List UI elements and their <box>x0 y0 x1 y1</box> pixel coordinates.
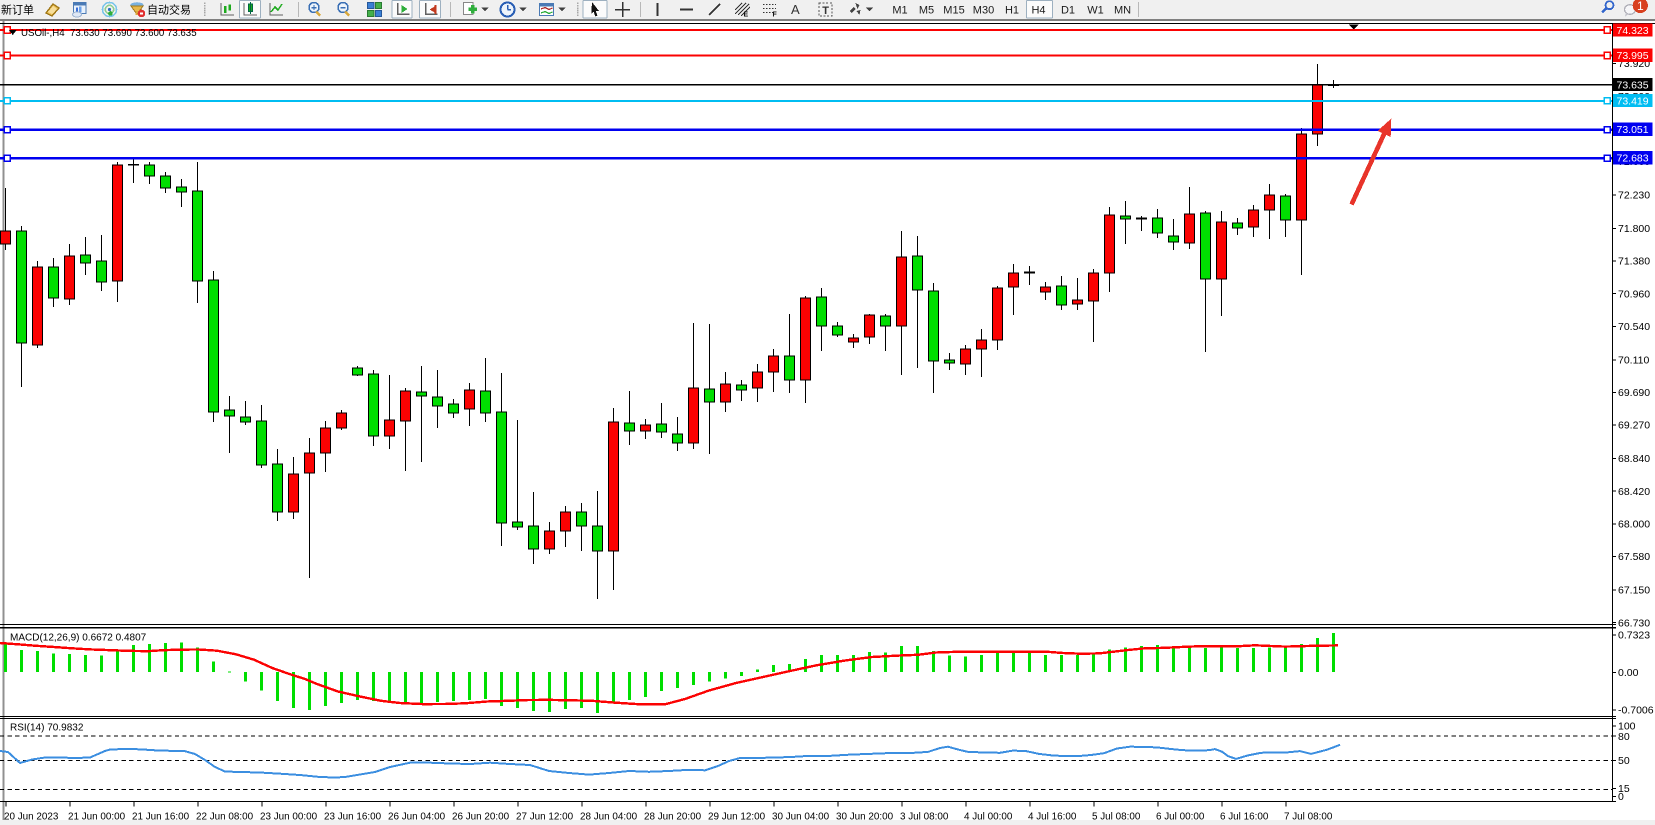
svg-text:72.230: 72.230 <box>1618 190 1650 202</box>
svg-text:D1: D1 <box>1061 5 1075 17</box>
svg-text:27 Jun 12:00: 27 Jun 12:00 <box>516 812 574 823</box>
svg-text:0.00: 0.00 <box>1618 667 1639 679</box>
svg-text:67.580: 67.580 <box>1618 551 1650 563</box>
svg-text:26 Jun 04:00: 26 Jun 04:00 <box>388 812 446 823</box>
svg-text:M1: M1 <box>892 5 907 17</box>
svg-text:30 Jun 20:00: 30 Jun 20:00 <box>836 812 894 823</box>
svg-text:M5: M5 <box>919 5 934 17</box>
svg-text:21 Jun 00:00: 21 Jun 00:00 <box>68 812 126 823</box>
svg-text:H4: H4 <box>1031 5 1045 17</box>
svg-text:100: 100 <box>1618 721 1636 733</box>
svg-text:73.419: 73.419 <box>1617 95 1649 107</box>
svg-text:0: 0 <box>1618 791 1624 803</box>
svg-text:H1: H1 <box>1005 5 1019 17</box>
svg-text:T: T <box>822 5 829 17</box>
svg-text:3 Jul 08:00: 3 Jul 08:00 <box>900 812 949 823</box>
svg-text:USOil-,H4 73.630 73.690 73.60: USOil-,H4 73.630 73.690 73.600 73.635 <box>21 28 197 39</box>
svg-text:29 Jun 12:00: 29 Jun 12:00 <box>708 812 766 823</box>
svg-text:自动交易: 自动交易 <box>147 3 191 17</box>
svg-text:15: 15 <box>1618 783 1630 795</box>
svg-text:F: F <box>773 12 778 19</box>
svg-text:68.420: 68.420 <box>1618 486 1650 498</box>
svg-text:MN: MN <box>1114 5 1131 17</box>
svg-text:M15: M15 <box>943 5 964 17</box>
svg-text:70.110: 70.110 <box>1618 354 1649 366</box>
svg-text:66.730: 66.730 <box>1618 617 1650 629</box>
svg-text:67.150: 67.150 <box>1618 585 1650 597</box>
svg-text:W1: W1 <box>1087 5 1104 17</box>
svg-text:M30: M30 <box>973 5 994 17</box>
svg-text:21 Jun 16:00: 21 Jun 16:00 <box>132 812 190 823</box>
svg-text:50: 50 <box>1618 755 1630 767</box>
svg-text:6 Jul 16:00: 6 Jul 16:00 <box>1220 812 1269 823</box>
svg-text:70.960: 70.960 <box>1618 288 1650 300</box>
svg-text:MACD(12,26,9) 0.6672 0.4807: MACD(12,26,9) 0.6672 0.4807 <box>10 633 147 644</box>
svg-text:6 Jul 00:00: 6 Jul 00:00 <box>1156 812 1205 823</box>
svg-text:26 Jun 20:00: 26 Jun 20:00 <box>452 812 510 823</box>
svg-text:69.270: 69.270 <box>1618 420 1650 432</box>
svg-text:70.540: 70.540 <box>1618 321 1650 333</box>
svg-text:30 Jun 04:00: 30 Jun 04:00 <box>772 812 830 823</box>
svg-text:73.995: 73.995 <box>1617 50 1649 62</box>
svg-text:RSI(14) 70.9832: RSI(14) 70.9832 <box>10 723 84 734</box>
svg-text:28 Jun 20:00: 28 Jun 20:00 <box>644 812 702 823</box>
svg-text:23 Jun 00:00: 23 Jun 00:00 <box>260 812 318 823</box>
svg-text:20 Jun 2023: 20 Jun 2023 <box>4 812 59 823</box>
svg-text:-0.7006: -0.7006 <box>1618 705 1654 717</box>
svg-text:80: 80 <box>1618 731 1630 743</box>
svg-text:E: E <box>744 12 749 19</box>
svg-text:68.840: 68.840 <box>1618 453 1650 465</box>
svg-text:1: 1 <box>1637 0 1644 13</box>
svg-text:71.800: 71.800 <box>1618 223 1650 235</box>
svg-text:0.7323: 0.7323 <box>1618 630 1650 642</box>
svg-text:71.380: 71.380 <box>1618 256 1650 268</box>
svg-text:新订单: 新订单 <box>1 3 34 17</box>
svg-text:72.683: 72.683 <box>1617 153 1649 165</box>
svg-text:23 Jun 16:00: 23 Jun 16:00 <box>324 812 382 823</box>
svg-text:4 Jul 00:00: 4 Jul 00:00 <box>964 812 1013 823</box>
svg-text:28 Jun 04:00: 28 Jun 04:00 <box>580 812 638 823</box>
svg-text:73.635: 73.635 <box>1617 79 1649 91</box>
svg-text:68.000: 68.000 <box>1618 519 1650 531</box>
svg-text:5 Jul 08:00: 5 Jul 08:00 <box>1092 812 1141 823</box>
svg-text:7 Jul 08:00: 7 Jul 08:00 <box>1284 812 1333 823</box>
svg-text:22 Jun 08:00: 22 Jun 08:00 <box>196 812 254 823</box>
svg-text:73.051: 73.051 <box>1617 124 1649 136</box>
svg-text:A: A <box>791 2 800 17</box>
svg-text:74.323: 74.323 <box>1617 25 1649 37</box>
svg-text:4 Jul 16:00: 4 Jul 16:00 <box>1028 812 1077 823</box>
svg-text:69.690: 69.690 <box>1618 387 1650 399</box>
